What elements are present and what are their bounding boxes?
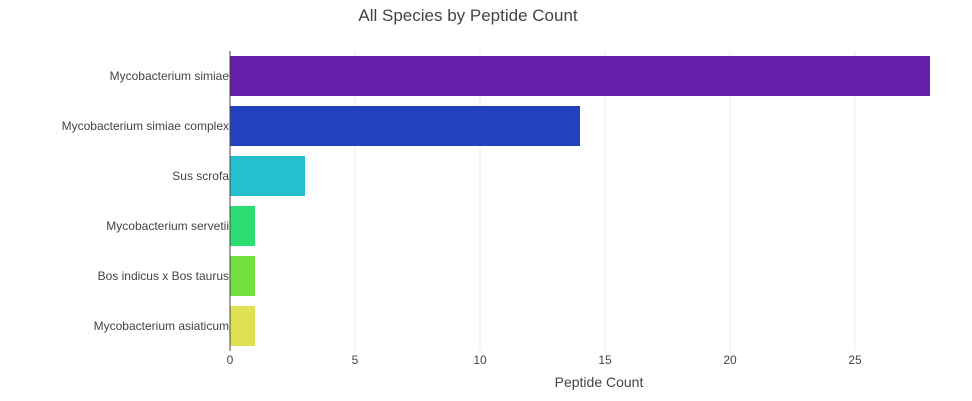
- bar[interactable]: [230, 256, 255, 296]
- y-tick-label: Mycobacterium simiae complex: [62, 119, 229, 133]
- y-tick-label: Mycobacterium simiae: [110, 69, 230, 83]
- x-tick-label: 15: [598, 353, 612, 367]
- grid-lines: [354, 51, 856, 351]
- x-tick-label: 25: [848, 353, 862, 367]
- bar[interactable]: [230, 206, 255, 246]
- bars: [230, 56, 930, 346]
- bar[interactable]: [230, 306, 255, 346]
- y-tick-label: Bos indicus x Bos taurus: [98, 269, 229, 283]
- bar[interactable]: [230, 156, 305, 196]
- x-tick-label: 0: [227, 353, 234, 367]
- x-axis-labels: 0 5 10 15 20 25: [227, 353, 862, 367]
- bar[interactable]: [230, 56, 930, 96]
- x-tick-label: 5: [352, 353, 359, 367]
- x-tick-label: 20: [723, 353, 737, 367]
- x-axis-title: Peptide Count: [555, 374, 644, 390]
- x-tick-label: 10: [473, 353, 487, 367]
- bar[interactable]: [230, 106, 580, 146]
- y-axis-labels: Mycobacterium simiae Mycobacterium simiae…: [62, 69, 230, 333]
- y-tick-label: Sus scrofa: [172, 169, 229, 183]
- y-tick-label: Mycobacterium servetii: [106, 219, 229, 233]
- y-tick-label: Mycobacterium asiaticum: [94, 319, 229, 333]
- chart-title: All Species by Peptide Count: [358, 6, 578, 25]
